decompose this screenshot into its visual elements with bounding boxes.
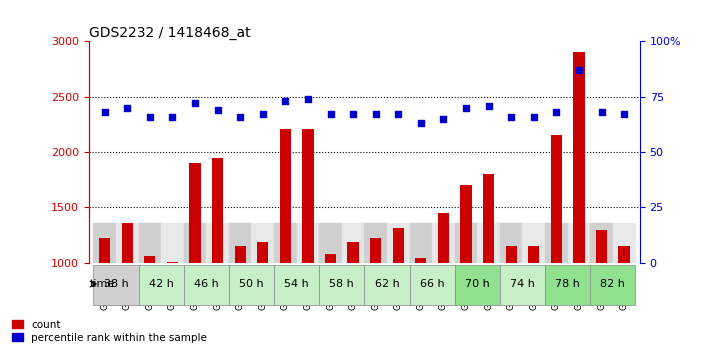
Bar xyxy=(551,136,562,345)
Text: 74 h: 74 h xyxy=(510,279,535,289)
Bar xyxy=(506,246,517,345)
Bar xyxy=(545,223,567,263)
Bar xyxy=(319,223,342,263)
Bar xyxy=(144,256,156,345)
Point xyxy=(302,96,314,102)
Bar xyxy=(342,223,365,263)
FancyBboxPatch shape xyxy=(500,265,545,305)
Bar xyxy=(161,223,183,263)
Bar xyxy=(365,223,387,263)
Bar xyxy=(279,129,291,345)
Point xyxy=(573,67,584,73)
Bar xyxy=(477,223,500,263)
Text: 58 h: 58 h xyxy=(329,279,354,289)
Bar xyxy=(370,238,381,345)
Bar xyxy=(596,229,607,345)
Point xyxy=(279,98,291,104)
Bar xyxy=(460,185,471,345)
Bar xyxy=(619,246,630,345)
Text: 78 h: 78 h xyxy=(555,279,580,289)
Point xyxy=(122,105,133,110)
Point xyxy=(189,101,201,106)
FancyBboxPatch shape xyxy=(455,265,500,305)
Point xyxy=(392,112,404,117)
FancyBboxPatch shape xyxy=(93,265,139,305)
Bar xyxy=(523,223,545,263)
Point xyxy=(550,109,562,115)
Point xyxy=(325,112,336,117)
Text: 38 h: 38 h xyxy=(104,279,129,289)
Bar xyxy=(122,223,133,345)
Bar xyxy=(183,223,206,263)
Point xyxy=(167,114,178,119)
Legend: count, percentile rank within the sample: count, percentile rank within the sample xyxy=(12,319,207,343)
Bar xyxy=(274,223,296,263)
Text: 42 h: 42 h xyxy=(149,279,173,289)
Bar xyxy=(590,223,613,263)
Point xyxy=(212,107,223,113)
FancyBboxPatch shape xyxy=(139,265,183,305)
Bar xyxy=(212,158,223,345)
Bar xyxy=(302,129,314,345)
Bar xyxy=(432,223,455,263)
Bar xyxy=(229,223,252,263)
Bar xyxy=(567,223,590,263)
Bar xyxy=(189,163,201,345)
Point xyxy=(99,109,110,115)
Text: 82 h: 82 h xyxy=(600,279,625,289)
Text: time: time xyxy=(90,279,115,289)
Text: 54 h: 54 h xyxy=(284,279,309,289)
Point xyxy=(596,109,607,115)
Bar xyxy=(415,258,427,345)
Point xyxy=(370,112,381,117)
Text: GDS2232 / 1418468_at: GDS2232 / 1418468_at xyxy=(89,26,250,40)
FancyBboxPatch shape xyxy=(274,265,319,305)
Point xyxy=(506,114,517,119)
Bar xyxy=(116,223,139,263)
Text: 70 h: 70 h xyxy=(465,279,490,289)
Text: 50 h: 50 h xyxy=(239,279,264,289)
FancyBboxPatch shape xyxy=(183,265,229,305)
Bar xyxy=(613,223,636,263)
Point xyxy=(619,112,630,117)
Point xyxy=(438,116,449,122)
Point xyxy=(415,120,427,126)
Bar xyxy=(235,246,246,345)
FancyBboxPatch shape xyxy=(229,265,274,305)
Bar xyxy=(139,223,161,263)
Bar xyxy=(410,223,432,263)
Bar xyxy=(296,223,319,263)
Bar xyxy=(167,262,178,345)
Bar xyxy=(325,254,336,345)
Text: 46 h: 46 h xyxy=(194,279,219,289)
Bar xyxy=(252,223,274,263)
Bar xyxy=(528,246,540,345)
Text: 66 h: 66 h xyxy=(419,279,444,289)
FancyBboxPatch shape xyxy=(590,265,636,305)
Point xyxy=(348,112,359,117)
Point xyxy=(257,112,269,117)
FancyBboxPatch shape xyxy=(545,265,590,305)
Bar xyxy=(387,223,410,263)
Point xyxy=(483,103,494,108)
Bar xyxy=(500,223,523,263)
Bar xyxy=(257,242,269,345)
Point xyxy=(460,105,471,110)
Bar xyxy=(483,174,494,345)
Bar xyxy=(573,52,584,345)
Bar xyxy=(348,242,359,345)
Point xyxy=(528,114,540,119)
Point xyxy=(144,114,156,119)
Bar xyxy=(455,223,477,263)
Bar xyxy=(99,238,110,345)
Text: 62 h: 62 h xyxy=(375,279,400,289)
Bar xyxy=(392,228,404,345)
Bar xyxy=(93,223,116,263)
Point xyxy=(235,114,246,119)
Bar xyxy=(438,213,449,345)
FancyBboxPatch shape xyxy=(319,265,365,305)
Bar xyxy=(206,223,229,263)
FancyBboxPatch shape xyxy=(365,265,410,305)
FancyBboxPatch shape xyxy=(410,265,455,305)
